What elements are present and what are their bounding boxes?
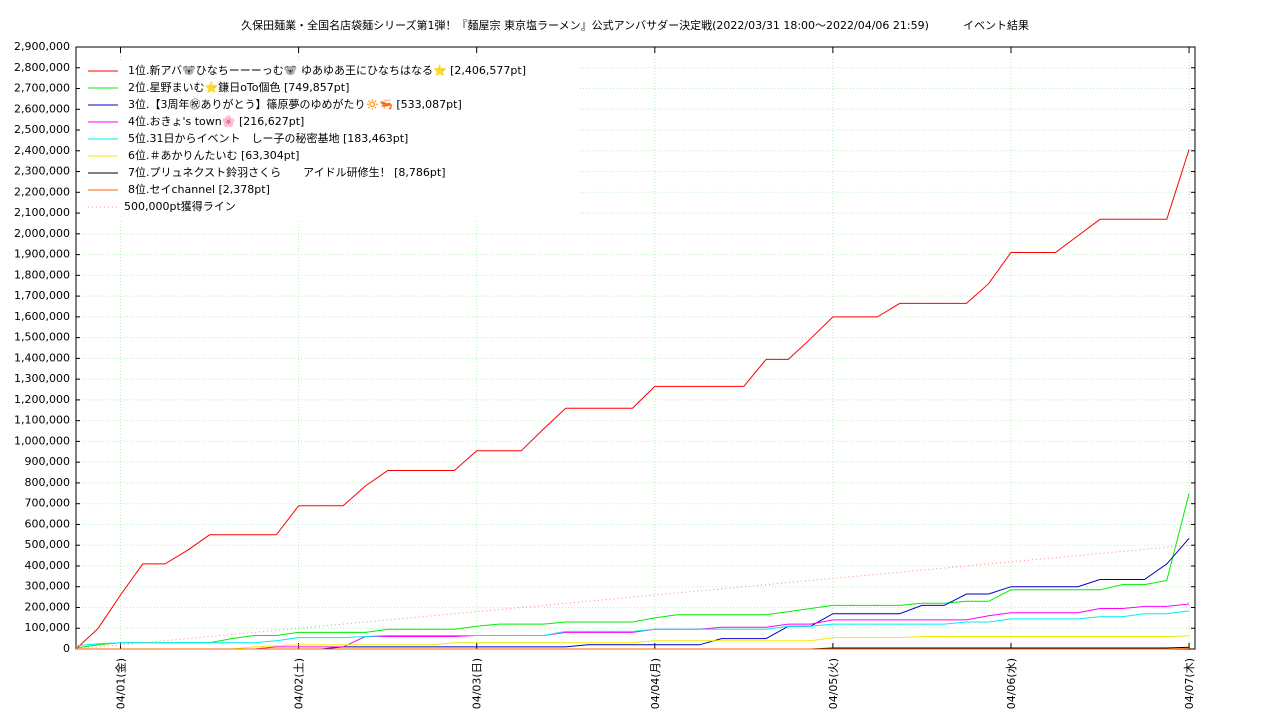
x-tick-label: 04/01(金) [114, 658, 128, 709]
y-tick-label: 2,500,000 [14, 123, 70, 136]
legend-box [80, 60, 580, 220]
y-tick-label: 2,100,000 [14, 206, 70, 219]
y-tick-label: 1,600,000 [14, 310, 70, 323]
chart-subtitle: イベント結果 [963, 18, 1029, 32]
y-tick-label: 1,000,000 [14, 434, 70, 447]
legend-label: 2位.星野まいむ⭐鎌日oTo個色 [749,857pt] [128, 80, 349, 94]
y-tick-label: 2,200,000 [14, 185, 70, 198]
y-tick-label: 500,000 [25, 538, 71, 551]
legend-label: 8位.セイchannel [2,378pt] [128, 182, 270, 196]
y-tick-label: 2,900,000 [14, 40, 70, 53]
y-tick-label: 1,800,000 [14, 268, 70, 281]
y-tick-label: 700,000 [25, 497, 71, 510]
series-line [76, 635, 1190, 650]
x-tick-label: 04/06(水) [1005, 658, 1018, 709]
y-tick-label: 1,400,000 [14, 351, 70, 364]
y-tick-label: 2,600,000 [14, 102, 70, 115]
x-tick-label: 04/03(日) [471, 658, 484, 709]
y-tick-label: 100,000 [25, 621, 71, 634]
x-tick-label: 04/02(土) [293, 658, 306, 709]
y-tick-label: 400,000 [25, 559, 71, 572]
y-tick-label: 2,400,000 [14, 144, 70, 157]
x-tick-label: 04/07(木) [1183, 658, 1196, 709]
x-tick-label: 04/04(月) [649, 658, 662, 709]
y-tick-label: 1,300,000 [14, 372, 70, 385]
series-line [76, 648, 1190, 650]
legend: 1位.新アバ🐨ひなちーーーっむ🐨 ゆあゆあ王にひなちはなる⭐ [2,406,57… [80, 60, 580, 220]
y-tick-label: 2,700,000 [14, 82, 70, 95]
series-line [75, 610, 1190, 647]
y-tick-label: 1,700,000 [14, 289, 70, 302]
legend-label: 7位.プリュネクスト鈴羽さくら アイドル研修生！ [8,786pt] [128, 165, 445, 179]
y-tick-label: 1,500,000 [14, 331, 70, 344]
y-tick-label: 0 [63, 642, 70, 655]
series-line [75, 149, 1190, 650]
y-tick-label: 1,200,000 [14, 393, 70, 406]
y-tick-label: 600,000 [25, 517, 71, 530]
y-tick-label: 200,000 [25, 600, 71, 613]
y-tick-label: 800,000 [25, 476, 71, 489]
y-tick-label: 900,000 [25, 455, 71, 468]
x-tick-label: 04/05(火) [827, 658, 840, 709]
legend-label: 3位.【3周年㊗ありがとう】篠原夢のゆめがたり🔅🦐 [533,087pt] [128, 97, 462, 111]
series-line [75, 544, 1190, 650]
legend-label: 500,000pt獲得ライン [124, 200, 236, 213]
y-tick-label: 1,100,000 [14, 414, 70, 427]
chart-title: 久保田麺業・全国名店袋麺シリーズ第1弾！『麺屋宗 東京塩ラーメン』公式アンバサダ… [241, 18, 929, 32]
y-tick-label: 1,900,000 [14, 248, 70, 261]
y-tick-label: 2,800,000 [14, 61, 70, 74]
y-tick-label: 2,000,000 [14, 227, 70, 240]
y-tick-label: 300,000 [25, 580, 71, 593]
legend-label: 5位.31日からイベント しー子の秘密基地 [183,463pt] [128, 131, 408, 145]
legend-label: 6位.＃あかりんたいむ [63,304pt] [128, 148, 299, 162]
y-tick-label: 2,300,000 [14, 165, 70, 178]
legend-label: 1位.新アバ🐨ひなちーーーっむ🐨 ゆあゆあ王にひなちはなる⭐ [2,406,57… [128, 63, 526, 77]
legend-label: 4位.おきょ's town🌸 [216,627pt] [128, 114, 304, 128]
series-line [75, 493, 1190, 649]
series-line [76, 603, 1190, 650]
